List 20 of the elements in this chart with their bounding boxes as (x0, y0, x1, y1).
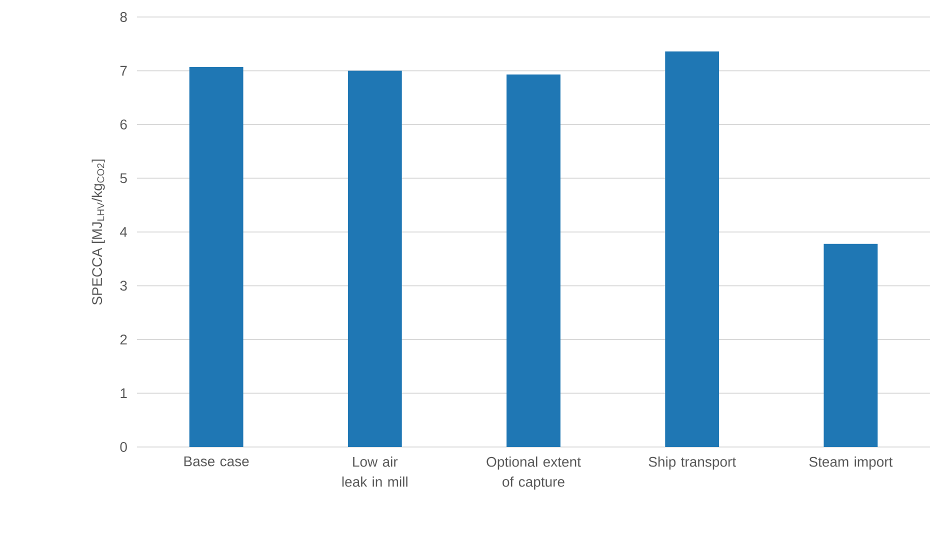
y-axis-title: SPECCA [MJ$_{LHV}$/kg$_{CO2}$] (92, 160, 105, 305)
x-tick-label: Optional extent of capture (486, 456, 581, 490)
y-tick-label: 2 (120, 334, 127, 344)
y-tick-label: 5 (120, 173, 127, 184)
y-tick-label: 4 (120, 227, 128, 237)
x-tick-label: Low air leak in mill (342, 456, 408, 487)
y-tick-label: 8 (120, 12, 127, 22)
x-tick-label: Base case (184, 456, 249, 466)
y-tick-label: 7 (120, 66, 127, 76)
y-tick-label: 6 (120, 120, 127, 130)
x-tick-label: Steam import (809, 456, 893, 470)
bar (348, 70, 402, 447)
x-tick-label: Ship transport (648, 456, 736, 470)
bar (665, 51, 720, 447)
y-tick-label: 1 (120, 388, 127, 398)
y-tick-label: 0 (120, 442, 127, 452)
bar (506, 74, 560, 447)
bar (824, 244, 878, 447)
y-tick-label: 3 (120, 280, 127, 291)
bar (189, 66, 244, 447)
